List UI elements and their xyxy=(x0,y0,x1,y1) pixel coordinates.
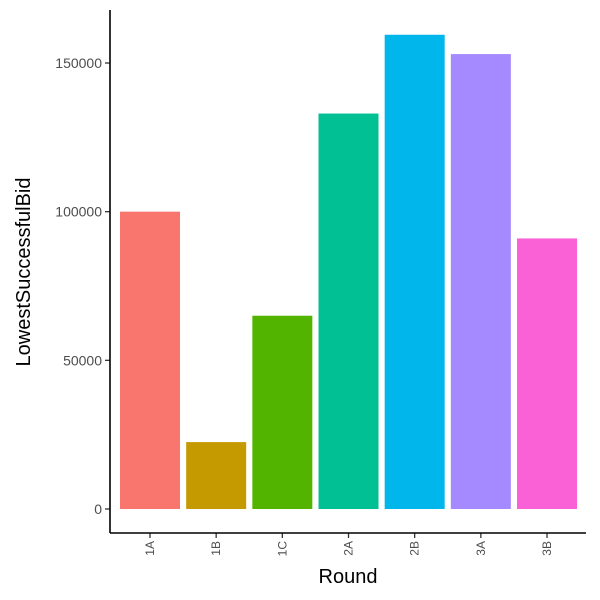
bar-1A xyxy=(120,211,180,509)
bar-2A xyxy=(318,113,379,510)
y-axis-title: LowestSuccessfulBid xyxy=(13,178,35,367)
bars-group xyxy=(120,34,578,510)
bar-2B xyxy=(384,34,445,510)
y-axis-ticks: 0 50000 100000 150000 xyxy=(55,55,110,517)
bar-3A xyxy=(450,54,511,510)
x-tick-label-2B: 2B xyxy=(408,541,422,556)
x-tick-label-1C: 1C xyxy=(275,541,289,557)
x-axis-ticks: 1A 1B 1C 2A 2B 3A 3B xyxy=(143,533,554,556)
x-tick-label-1A: 1A xyxy=(143,541,157,556)
x-tick-label-2A: 2A xyxy=(342,541,356,556)
y-tick-label-100000: 100000 xyxy=(55,204,102,220)
x-tick-label-1B: 1B xyxy=(209,541,223,556)
y-tick-label-0: 0 xyxy=(94,501,102,517)
bar-1B xyxy=(186,442,247,509)
y-tick-label-50000: 50000 xyxy=(63,352,102,368)
y-tick-label-150000: 150000 xyxy=(55,55,102,71)
x-tick-label-3A: 3A xyxy=(474,541,488,556)
bar-3B xyxy=(517,238,578,509)
x-tick-label-3B: 3B xyxy=(540,541,554,556)
x-axis-title: Round xyxy=(319,566,378,588)
bar-1C xyxy=(252,315,313,509)
